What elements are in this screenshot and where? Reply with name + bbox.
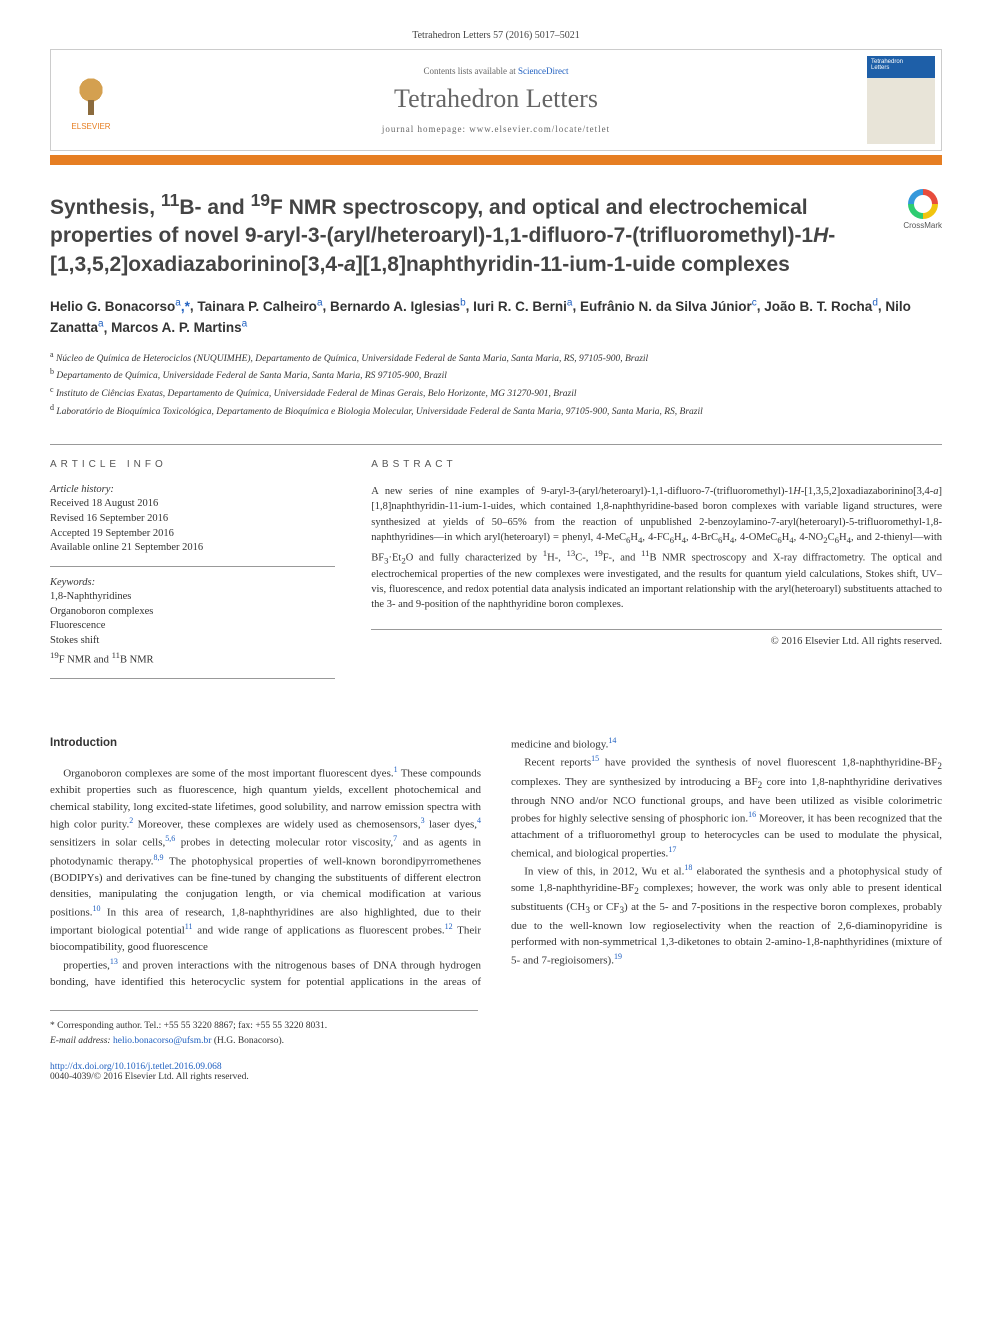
corresponding-author-note: * Corresponding author. Tel.: +55 55 322… bbox=[50, 1010, 478, 1048]
doi-link[interactable]: http://dx.doi.org/10.1016/j.tetlet.2016.… bbox=[50, 1062, 222, 1072]
keyword: Organoboron complexes bbox=[50, 605, 335, 620]
journal-name: Tetrahedron Letters bbox=[131, 84, 861, 114]
corr-email-link[interactable]: helio.bonacorso@ufsm.br bbox=[113, 1036, 211, 1046]
abstract-text: A new series of nine examples of 9-aryl-… bbox=[371, 484, 942, 629]
author: Bernardo A. Iglesiasb bbox=[330, 299, 466, 314]
history-lines: Received 18 August 2016Revised 16 Septem… bbox=[50, 497, 335, 556]
history-line: Available online 21 September 2016 bbox=[50, 541, 335, 556]
author: Tainara P. Calheiroa bbox=[197, 299, 322, 314]
authors-list: Helio G. Bonacorsoa,*, Tainara P. Calhei… bbox=[50, 295, 942, 339]
author: João B. T. Rochad bbox=[764, 299, 878, 314]
affiliation-line: a Núcleo de Química de Heterociclos (NUQ… bbox=[50, 349, 942, 367]
keyword: 1,8-Naphthyridines bbox=[50, 590, 335, 605]
elsevier-tree-icon bbox=[66, 70, 116, 120]
journal-cover-thumbnail bbox=[867, 56, 935, 144]
author: Eufrânio N. da Silva Júniorc bbox=[580, 299, 757, 314]
history-label: Article history: bbox=[50, 484, 335, 495]
contents-prefix: Contents lists available at bbox=[424, 66, 518, 76]
article-title: Synthesis, 11B- and 19F NMR spectroscopy… bbox=[50, 189, 883, 279]
affiliation-line: c Instituto de Ciências Exatas, Departam… bbox=[50, 384, 942, 402]
body-columns: Introduction Organoboron complexes are s… bbox=[50, 735, 942, 990]
author: Helio G. Bonacorsoa,* bbox=[50, 299, 190, 314]
corr-note-line: * Corresponding author. Tel.: +55 55 322… bbox=[50, 1019, 478, 1033]
author: Marcos A. P. Martinsa bbox=[111, 320, 247, 335]
homepage-url[interactable]: www.elsevier.com/locate/tetlet bbox=[469, 124, 610, 134]
keywords-list: 1,8-NaphthyridinesOrganoboron complexesF… bbox=[50, 590, 335, 668]
history-line: Accepted 19 September 2016 bbox=[50, 527, 335, 542]
keyword: Fluorescence bbox=[50, 619, 335, 634]
email-label: E-mail address: bbox=[50, 1036, 111, 1046]
header-center: Contents lists available at ScienceDirec… bbox=[131, 50, 861, 150]
email-suffix: (H.G. Bonacorso). bbox=[214, 1036, 284, 1046]
crossmark-icon bbox=[908, 189, 938, 219]
keywords-label: Keywords: bbox=[50, 577, 335, 588]
article-info-column: ARTICLE INFO Article history: Received 1… bbox=[50, 445, 353, 703]
body-paragraph: In view of this, in 2012, Wu et al.18 el… bbox=[511, 862, 942, 969]
abstract-heading: ABSTRACT bbox=[371, 459, 942, 470]
keyword: Stokes shift bbox=[50, 634, 335, 649]
crossmark-label: CrossMark bbox=[903, 221, 942, 230]
sciencedirect-link[interactable]: ScienceDirect bbox=[518, 66, 568, 76]
journal-header: ELSEVIER Contents lists available at Sci… bbox=[50, 49, 942, 151]
affiliation-line: b Departamento de Química, Universidade … bbox=[50, 366, 942, 384]
homepage-prefix: journal homepage: bbox=[382, 124, 469, 134]
header-citation: Tetrahedron Letters 57 (2016) 5017–5021 bbox=[50, 30, 942, 41]
body-paragraph: Organoboron complexes are some of the mo… bbox=[50, 764, 481, 955]
abstract-column: ABSTRACT A new series of nine examples o… bbox=[353, 445, 942, 703]
elsevier-label: ELSEVIER bbox=[71, 122, 110, 131]
orange-divider bbox=[50, 155, 942, 165]
abstract-copyright: © 2016 Elsevier Ltd. All rights reserved… bbox=[371, 636, 942, 647]
crossmark-badge[interactable]: CrossMark bbox=[903, 189, 942, 230]
doi-line: http://dx.doi.org/10.1016/j.tetlet.2016.… bbox=[50, 1062, 942, 1072]
introduction-heading: Introduction bbox=[50, 735, 481, 752]
body-paragraph: Recent reports15 have provided the synth… bbox=[511, 753, 942, 862]
history-line: Revised 16 September 2016 bbox=[50, 512, 335, 527]
article-info-heading: ARTICLE INFO bbox=[50, 459, 335, 470]
history-line: Received 18 August 2016 bbox=[50, 497, 335, 512]
journal-cover[interactable] bbox=[861, 50, 941, 150]
affiliation-line: d Laboratório de Bioquímica Toxicológica… bbox=[50, 402, 942, 420]
keyword: 19F NMR and 11B NMR bbox=[50, 649, 335, 668]
issn-line: 0040-4039/© 2016 Elsevier Ltd. All right… bbox=[50, 1072, 942, 1082]
homepage-line: journal homepage: www.elsevier.com/locat… bbox=[131, 124, 861, 134]
elsevier-logo[interactable]: ELSEVIER bbox=[51, 50, 131, 150]
author: Iuri R. C. Bernia bbox=[473, 299, 572, 314]
affiliations-list: a Núcleo de Química de Heterociclos (NUQ… bbox=[50, 349, 942, 421]
contents-line: Contents lists available at ScienceDirec… bbox=[131, 66, 861, 76]
